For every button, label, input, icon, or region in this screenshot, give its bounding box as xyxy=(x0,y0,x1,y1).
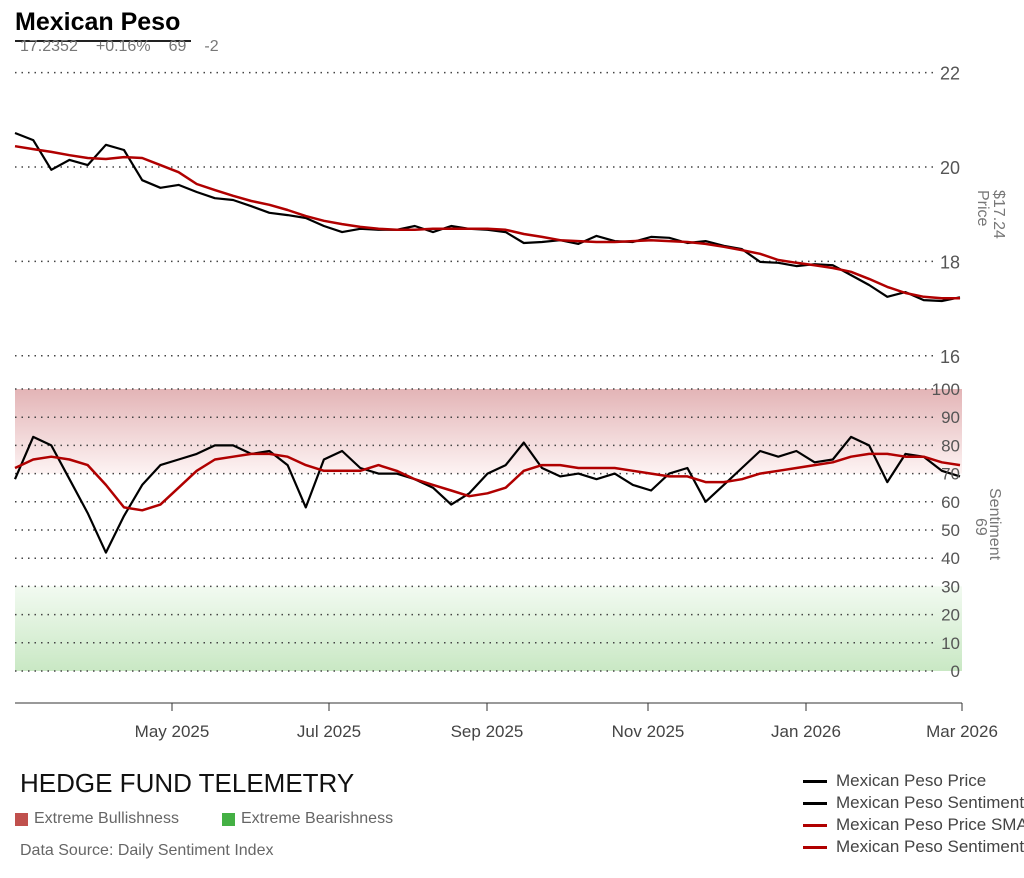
legend-item-sentiment-sma[interactable]: Mexican Peso Sentiment SMA xyxy=(803,836,1024,858)
bear-label: Extreme Bearishness xyxy=(241,810,394,827)
sentiment-tick-label: 100 xyxy=(932,380,960,399)
sentiment-tick-label: 40 xyxy=(941,549,960,568)
sentiment-value: 69 xyxy=(168,38,187,55)
price-tick-label: 16 xyxy=(940,347,960,367)
legend: Mexican Peso Price Mexican Peso Sentimen… xyxy=(803,770,1024,858)
legend-label: Mexican Peso Price xyxy=(836,771,987,790)
sentiment-tick-label: 50 xyxy=(941,521,960,540)
sentiment-change: -2 xyxy=(204,38,219,55)
sentiment-tick-label: 10 xyxy=(941,634,960,653)
mexican-peso-price-sma-line xyxy=(14,144,960,300)
price-tick-label: 20 xyxy=(940,158,960,178)
x-tick-label: Nov 2025 xyxy=(612,722,685,741)
sentiment-tick-label: 60 xyxy=(941,493,960,512)
bull-label: Extreme Bullishness xyxy=(34,810,179,827)
sentiment-tick-label: 80 xyxy=(941,436,960,455)
sentiment-tick-label: 20 xyxy=(941,606,960,625)
sentiment-axis-label: Sentiment xyxy=(986,488,1003,561)
chart: 16 18 20 22 0 10 20 30 40 50 60 70 80 90 100 May 2025 Ju… xyxy=(13,64,1007,741)
x-tick-label: Jul 2025 xyxy=(297,722,361,741)
last-price: 17.2352 xyxy=(20,38,78,55)
sentiment-tick-label: 70 xyxy=(941,465,960,484)
sentiment-tick-label: 0 xyxy=(951,662,960,681)
brand-name: HEDGE FUND TELEMETRY xyxy=(20,768,355,798)
x-tick-label: Jan 2026 xyxy=(771,722,841,741)
price-tick-label: 22 xyxy=(940,64,960,84)
data-source: Data Source: Daily Sentiment Index xyxy=(20,842,274,859)
legend-item-price-sma[interactable]: Mexican Peso Price SMA xyxy=(803,814,1024,836)
legend-label: Mexican Peso Sentiment xyxy=(836,793,1024,812)
legend-extreme-bull: Extreme Bullishness xyxy=(15,810,179,828)
legend-item-sentiment[interactable]: Mexican Peso Sentiment xyxy=(803,792,1024,814)
change-pct: +0.16% xyxy=(95,38,151,55)
x-tick-label: May 2025 xyxy=(135,722,210,741)
legend-item-price[interactable]: Mexican Peso Price xyxy=(803,770,1024,792)
sentiment-tick-label: 30 xyxy=(941,577,960,596)
chart-title: Mexican Peso xyxy=(15,8,181,36)
legend-extreme-bear: Extreme Bearishness xyxy=(222,810,393,828)
mexican-peso-sentiment-line xyxy=(13,435,961,554)
band-extreme-bull xyxy=(15,389,962,474)
title-underline xyxy=(15,40,191,42)
sentiment-axis-current: 69 xyxy=(972,518,989,536)
bear-swatch xyxy=(222,812,235,826)
mexican-peso-sentiment-sma-line xyxy=(14,452,961,512)
x-tick-label: Mar 2026 xyxy=(926,722,998,741)
x-tick-label: Sep 2025 xyxy=(451,722,524,741)
price-axis-current: $17.24 xyxy=(990,190,1007,239)
sentiment-tick-label: 90 xyxy=(941,408,960,427)
price-axis-label: Price xyxy=(974,190,991,227)
mexican-peso-price-line xyxy=(14,131,961,303)
legend-label: Mexican Peso Price SMA xyxy=(836,815,1024,834)
band-extreme-bear xyxy=(15,586,962,671)
bull-swatch xyxy=(15,812,28,826)
summary-stats: 17.2352 +0.16% 69 -2 xyxy=(20,38,237,56)
price-tick-label: 18 xyxy=(940,252,960,272)
legend-label: Mexican Peso Sentiment SMA xyxy=(836,837,1024,856)
